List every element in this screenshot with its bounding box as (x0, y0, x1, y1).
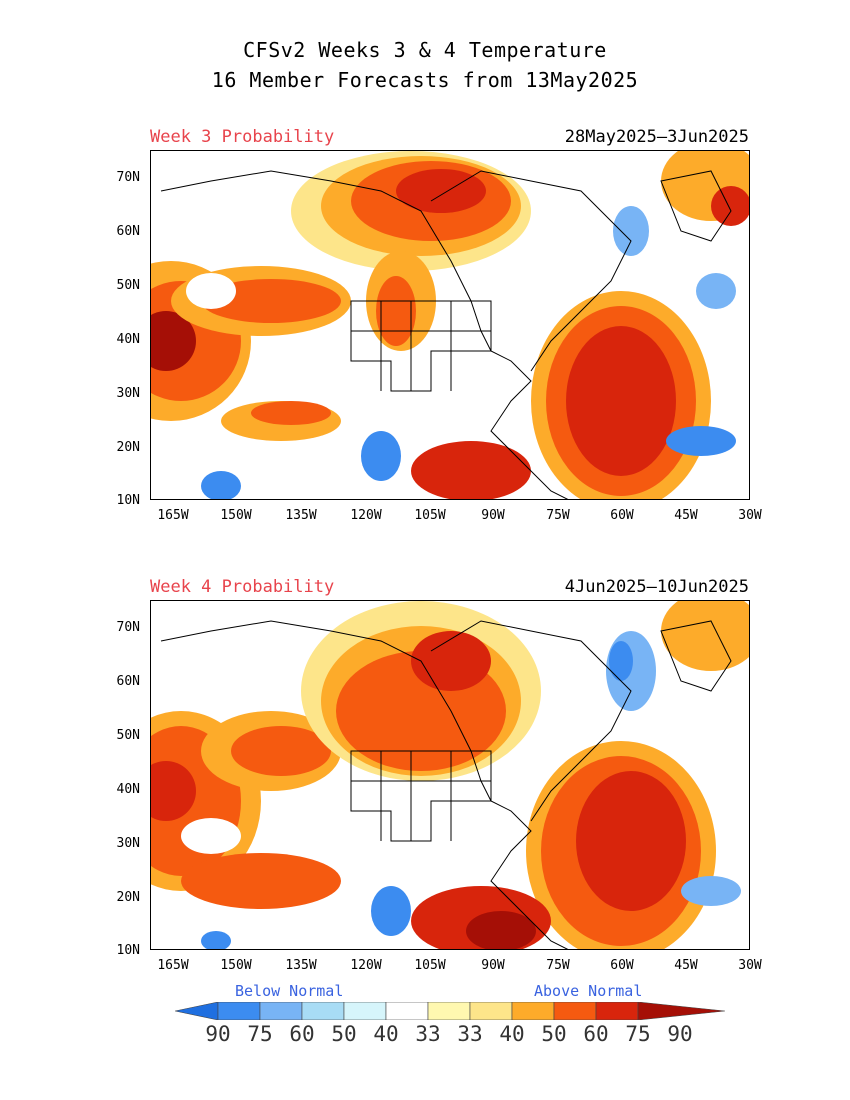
legend-value: 60 (289, 1022, 315, 1046)
lat-tick: 10N (116, 943, 140, 958)
lon-tick: 75W (546, 508, 570, 523)
lat-tick: 70N (116, 620, 140, 635)
legend-colorbar (175, 1002, 725, 1020)
legend-above-label: Above Normal (534, 982, 643, 1000)
chart-title: CFSv2 Weeks 3 & 4 Temperature (243, 38, 607, 62)
legend-swatch (427, 1002, 471, 1020)
lon-tick: 165W (157, 508, 189, 523)
legend-swatch (301, 1002, 345, 1020)
legend-swatch (259, 1002, 303, 1020)
week4-label: Week 4 Probability (150, 577, 335, 597)
lat-tick: 50N (116, 278, 140, 293)
lat-tick: 40N (116, 782, 140, 797)
legend-value: 40 (373, 1022, 399, 1046)
legend-swatch (217, 1002, 261, 1020)
legend-swatch (595, 1002, 639, 1020)
week3-dates: 28May2025—3Jun2025 (564, 127, 749, 147)
week4-map (150, 600, 750, 950)
legend-value: 75 (247, 1022, 273, 1046)
week3-map-graphic (151, 151, 749, 499)
lon-tick: 30W (738, 958, 762, 973)
lon-tick: 165W (157, 958, 189, 973)
legend-swatch (511, 1002, 555, 1020)
legend-value: 50 (331, 1022, 357, 1046)
lon-tick: 135W (285, 508, 317, 523)
week4-shading (151, 601, 749, 949)
legend-swatch (385, 1002, 429, 1020)
lon-tick: 120W (350, 958, 382, 973)
lat-tick: 30N (116, 386, 140, 401)
lon-tick: 60W (610, 508, 634, 523)
week4-map-graphic (151, 601, 749, 949)
lat-tick: 70N (116, 170, 140, 185)
lat-tick: 60N (116, 224, 140, 239)
week4-dates: 4Jun2025—10Jun2025 (564, 577, 749, 597)
lat-tick: 40N (116, 332, 140, 347)
legend-value: 50 (541, 1022, 567, 1046)
lon-tick: 105W (414, 508, 446, 523)
lat-tick: 30N (116, 836, 140, 851)
lat-tick: 50N (116, 728, 140, 743)
lat-tick: 60N (116, 674, 140, 689)
legend-swatch (469, 1002, 513, 1020)
week3-coastlines (160, 170, 732, 499)
week3-label: Week 3 Probability (150, 127, 335, 147)
lon-tick: 45W (674, 958, 698, 973)
legend-value: 75 (625, 1022, 651, 1046)
lon-tick: 60W (610, 958, 634, 973)
lon-tick: 120W (350, 508, 382, 523)
legend-below-label: Below Normal (235, 982, 344, 1000)
legend-value: 90 (667, 1022, 693, 1046)
week3-map (150, 150, 750, 500)
legend-arrow-left (175, 1002, 219, 1020)
lon-tick: 75W (546, 958, 570, 973)
lat-tick: 10N (116, 493, 140, 508)
week4-coastlines (160, 620, 732, 949)
lat-tick: 20N (116, 890, 140, 905)
lon-tick: 105W (414, 958, 446, 973)
legend-swatch (553, 1002, 597, 1020)
chart-subtitle: 16 Member Forecasts from 13May2025 (211, 68, 639, 92)
lon-tick: 45W (674, 508, 698, 523)
lon-tick: 150W (220, 958, 252, 973)
legend-value: 40 (499, 1022, 525, 1046)
lon-tick: 90W (481, 958, 505, 973)
legend-value: 90 (205, 1022, 231, 1046)
legend-value: 33 (415, 1022, 441, 1046)
lat-tick: 20N (116, 440, 140, 455)
legend-value: 60 (583, 1022, 609, 1046)
week3-shading (151, 151, 749, 499)
legend-swatch (343, 1002, 387, 1020)
lon-tick: 30W (738, 508, 762, 523)
legend-value: 33 (457, 1022, 483, 1046)
lon-tick: 90W (481, 508, 505, 523)
legend-arrow-right (637, 1002, 725, 1020)
lon-tick: 135W (285, 958, 317, 973)
lon-tick: 150W (220, 508, 252, 523)
